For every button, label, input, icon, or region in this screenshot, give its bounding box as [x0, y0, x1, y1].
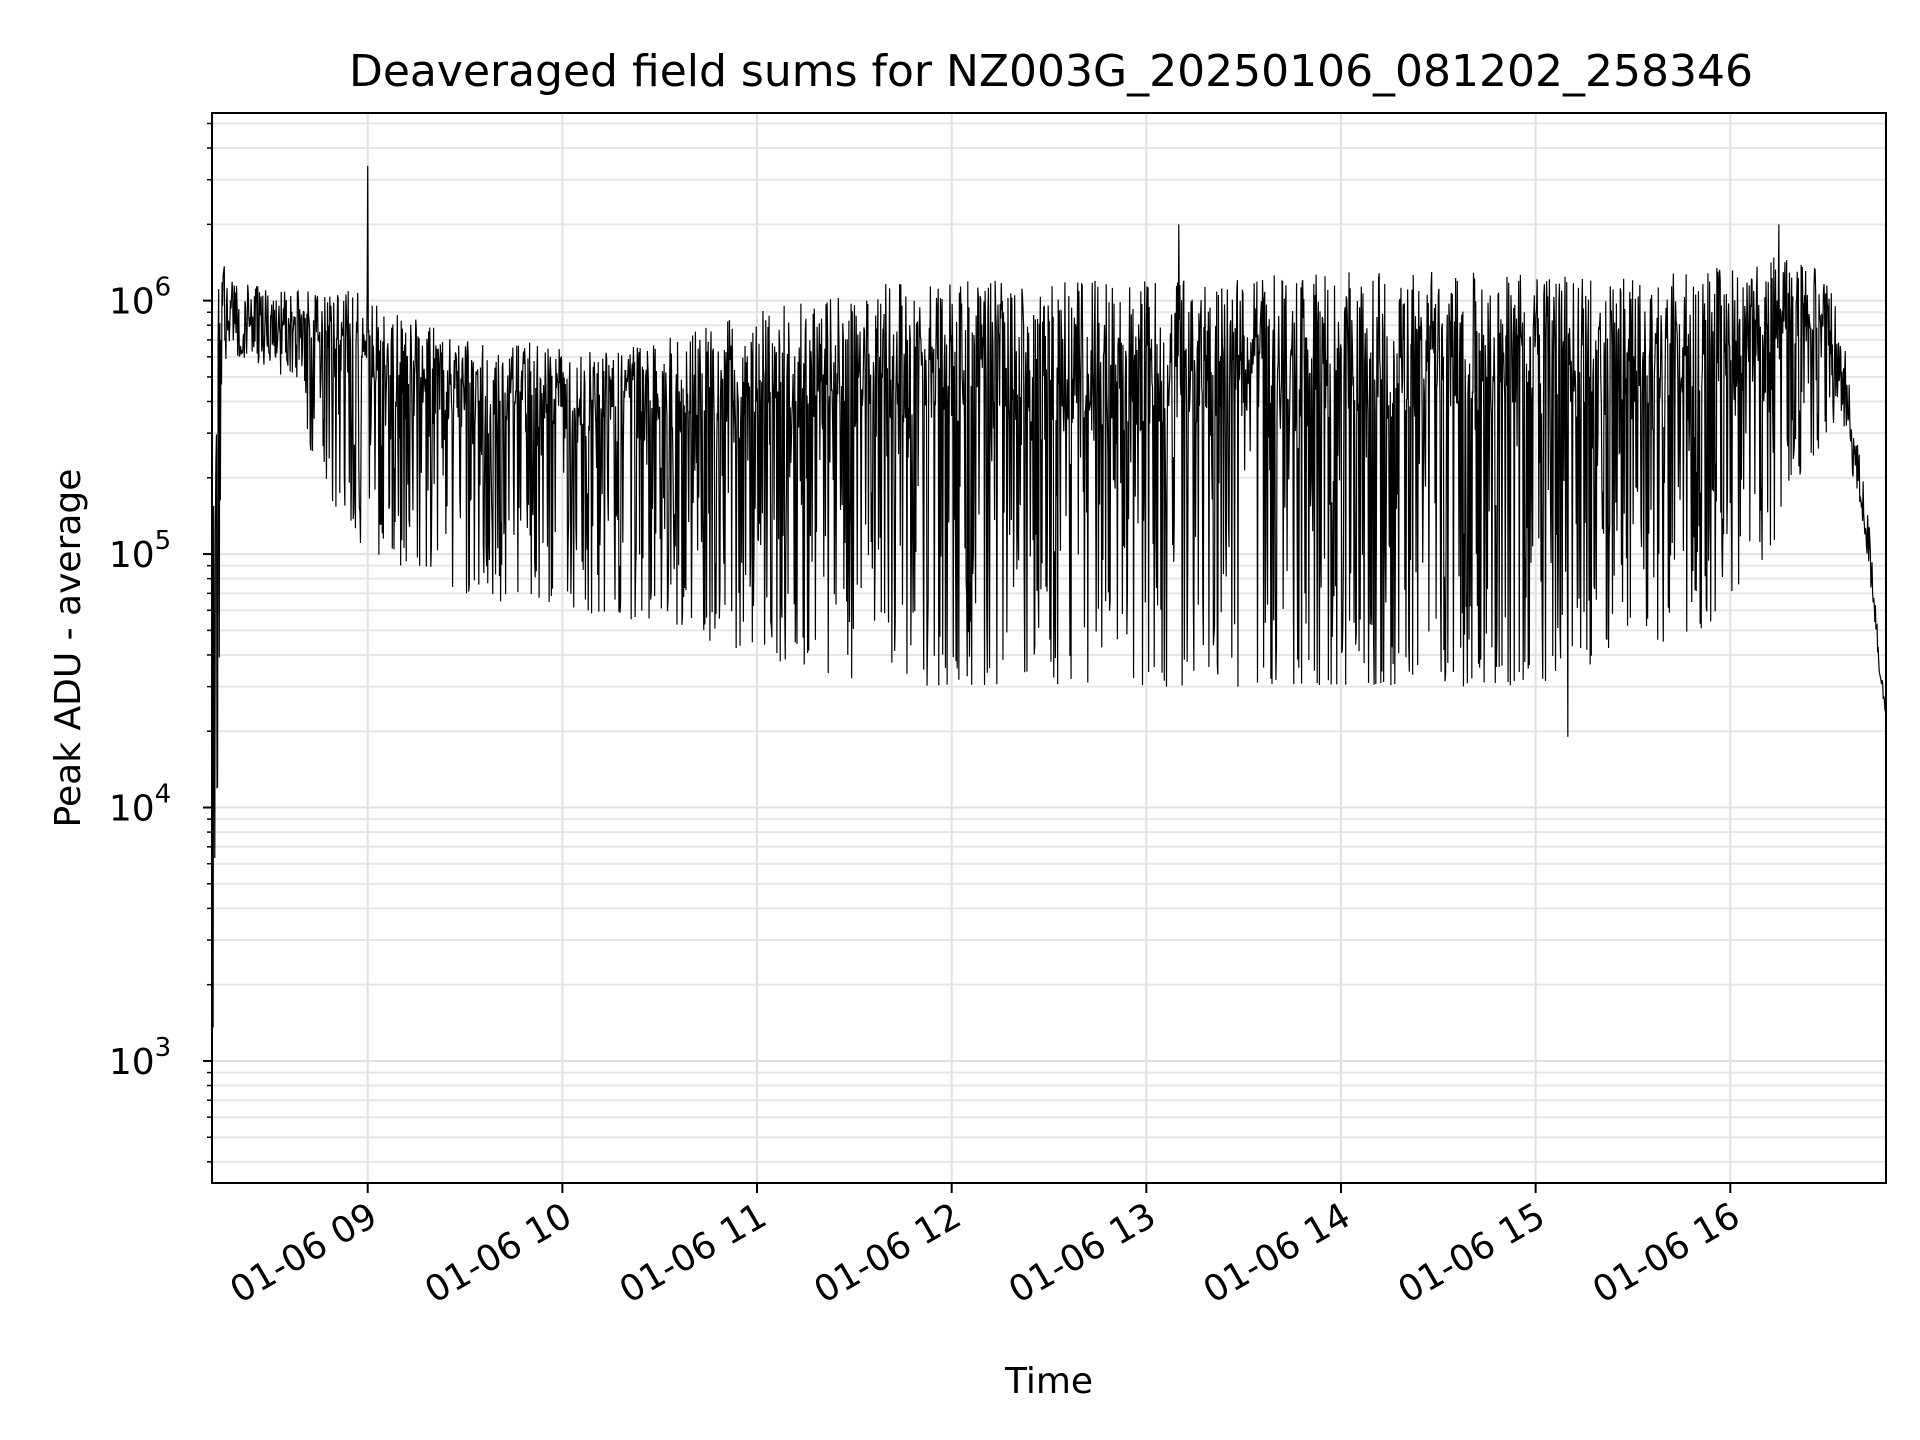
x-axis-label: Time [1004, 1361, 1093, 1402]
y-tick-label: 106 [109, 273, 171, 323]
y-tick-label: 104 [109, 780, 171, 830]
y-tick-label: 105 [109, 526, 171, 576]
y-axis-label: Peak ADU - average [48, 469, 89, 828]
y-tick-label: 103 [109, 1033, 171, 1083]
plot-frame [211, 112, 1887, 1184]
data-series [211, 165, 1887, 1028]
chart-title: Deaveraged field sums for NZ003G_2025010… [349, 46, 1753, 97]
series-line [211, 165, 1887, 1028]
